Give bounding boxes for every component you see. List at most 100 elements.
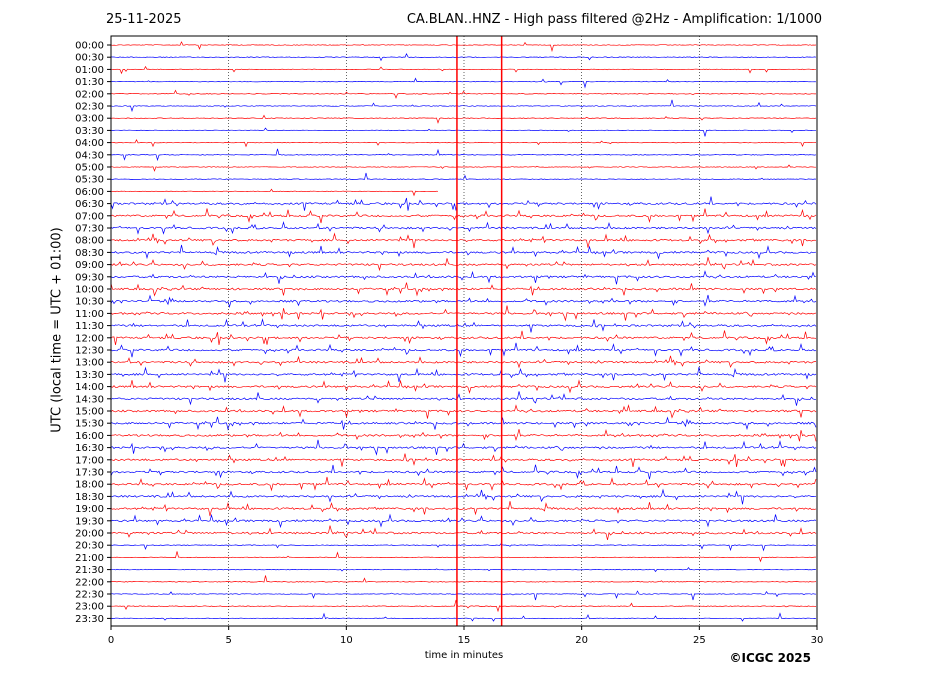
y-tick-label: 22:30: [75, 590, 104, 601]
y-tick-label: 15:30: [75, 419, 104, 430]
x-tick-layer: 0 5 10 15 20 25 30: [108, 626, 824, 646]
trace-07-30: [110, 220, 817, 235]
trace-02-00: [110, 89, 816, 99]
trace-layer: [110, 41, 817, 622]
trace-21-00: [110, 551, 816, 563]
trace-12-30: [110, 342, 817, 358]
y-tick-label: 22:00: [75, 577, 104, 588]
trace-17-00: [110, 453, 817, 467]
trace-17-30: [110, 464, 817, 480]
trace-22-00: [110, 575, 817, 583]
y-tick-label: 19:00: [75, 504, 104, 515]
trace-21-30: [110, 566, 817, 573]
y-tick-label: 06:30: [75, 199, 104, 210]
trace-16-00: [110, 429, 817, 442]
chart-title: CA.BLAN..HNZ - High pass filtered @2Hz -…: [406, 12, 822, 27]
trace-00-00: [110, 41, 817, 53]
y-tick-label: 03:00: [75, 114, 104, 125]
trace-18-30: [110, 488, 817, 505]
trace-15-30: [110, 416, 817, 431]
y-tick-label: 14:30: [75, 394, 104, 405]
y-tick-label: 15:00: [75, 407, 104, 418]
date-label: 25-11-2025: [106, 12, 182, 27]
trace-15-00: [110, 404, 817, 419]
trace-10-30: [110, 294, 817, 309]
trace-10-00: [110, 282, 817, 297]
trace-22-30: [110, 590, 817, 601]
y-tick-label: 23:30: [75, 614, 104, 625]
trace-01-30: [111, 77, 817, 89]
y-tick-label: 09:00: [75, 260, 104, 271]
y-tick-label: 00:00: [75, 41, 104, 52]
y-tick-label: 09:30: [75, 272, 104, 283]
y-tick-label: 17:30: [75, 468, 104, 479]
y-tick-label: 00:30: [75, 53, 104, 64]
trace-14-00: [110, 379, 817, 394]
y-tick-label: 10:00: [75, 285, 104, 296]
y-tick-label: 06:00: [75, 187, 104, 198]
y-tick-label: 13:00: [75, 358, 104, 369]
x-tick-label: 30: [811, 635, 824, 646]
x-tick-label: 25: [693, 635, 706, 646]
trace-02-30: [110, 99, 817, 113]
y-tick-label: 16:30: [75, 443, 104, 454]
y-tick-label: 04:30: [75, 150, 104, 161]
trace-20-00: [111, 525, 817, 540]
y-tick-label: 04:00: [75, 138, 104, 149]
trace-11-30: [110, 318, 817, 333]
y-tick-label: 03:30: [75, 126, 104, 137]
y-tick-label: 11:00: [75, 309, 104, 320]
trace-05-00: [110, 164, 816, 172]
marker-layer: [456, 36, 503, 626]
x-tick-label: 0: [108, 635, 114, 646]
y-tick-label: 20:00: [75, 529, 104, 540]
x-tick-label: 20: [575, 635, 588, 646]
x-tick-label: 15: [458, 635, 471, 646]
y-tick-label: 01:30: [75, 77, 104, 88]
trace-06-30: [110, 196, 817, 211]
trace-04-00: [110, 139, 817, 148]
trace-03-30: [110, 127, 816, 137]
y-tick-label: 02:00: [75, 89, 104, 100]
trace-23-30: [110, 612, 817, 622]
trace-05-30: [110, 172, 817, 180]
y-tick-label: 20:30: [75, 541, 104, 552]
y-tick-label: 01:00: [75, 65, 104, 76]
trace-03-00: [110, 114, 817, 124]
x-axis-label: time in minutes: [424, 650, 504, 661]
y-tick-label: 08:00: [75, 236, 104, 247]
trace-16-30: [110, 439, 817, 456]
trace-00-30: [110, 52, 817, 62]
trace-18-00: [110, 476, 817, 492]
y-tick-label: 13:30: [75, 370, 104, 381]
trace-13-00: [110, 355, 817, 369]
y-tick-label: 12:30: [75, 346, 104, 357]
trace-08-30: [110, 244, 817, 260]
y-tick-label: 08:30: [75, 248, 104, 259]
trace-09-00: [110, 257, 817, 272]
trace-06-00: [110, 188, 439, 197]
y-tick-label: 21:30: [75, 565, 104, 576]
y-tick-label: 18:30: [75, 492, 104, 503]
copyright-label: ©ICGC 2025: [729, 651, 811, 665]
y-tick-label: 12:00: [75, 333, 104, 344]
trace-20-30: [110, 543, 816, 552]
trace-19-30: [110, 513, 817, 529]
y-tick-label: 18:00: [75, 480, 104, 491]
y-tick-label: 14:00: [75, 382, 104, 393]
trace-09-30: [110, 270, 817, 285]
trace-12-00: [110, 330, 817, 345]
trace-13-30: [110, 366, 817, 383]
y-tick-label: 16:00: [75, 431, 104, 442]
y-tick-label: 10:30: [75, 297, 104, 308]
y-tick-label: 23:00: [75, 602, 104, 613]
x-tick-label: 5: [225, 635, 231, 646]
y-tick-label: 02:30: [75, 102, 104, 113]
y-tick-label: 05:30: [75, 175, 104, 186]
y-tick-label: 11:30: [75, 321, 104, 332]
trace-04-30: [110, 148, 817, 162]
y-tick-label: 19:30: [75, 516, 104, 527]
y-tick-label: 17:00: [75, 455, 104, 466]
